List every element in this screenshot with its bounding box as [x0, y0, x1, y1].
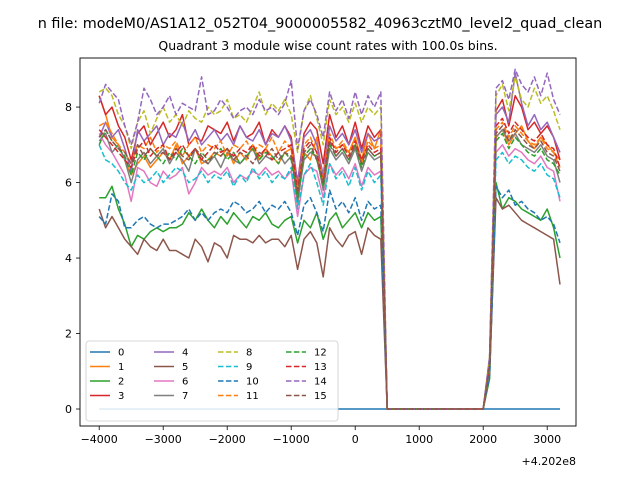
legend-frame [85, 340, 339, 422]
legend-label-13: 13 [314, 362, 327, 373]
x-tick-label: 1000 [405, 433, 433, 446]
legend-label-2: 2 [118, 377, 124, 388]
x-axis: −4000 −3000 −2000 −1000 0 1000 2000 3000 [81, 426, 561, 446]
x-tick-label: −3000 [145, 433, 182, 446]
legend-label-1: 1 [118, 362, 124, 373]
x-offset-label: +4.202e8 [522, 455, 576, 468]
legend-label-5: 5 [182, 362, 188, 373]
legend-label-10: 10 [246, 377, 259, 388]
x-tick-label: −1000 [273, 433, 310, 446]
legend-label-11: 11 [246, 391, 259, 402]
y-tick-label: 8 [65, 101, 72, 114]
x-tick-label: −4000 [81, 433, 118, 446]
series-line-15 [98, 125, 561, 410]
y-axis: 0 2 4 6 8 [65, 101, 80, 416]
legend-label-4: 4 [182, 348, 188, 359]
chart-title: Quadrant 3 module wise count rates with … [158, 38, 497, 53]
legend-label-14: 14 [314, 377, 327, 388]
legend-label-3: 3 [118, 391, 124, 402]
y-tick-label: 0 [65, 403, 72, 416]
legend-label-7: 7 [182, 391, 188, 402]
legend-label-12: 12 [314, 348, 327, 359]
y-tick-label: 6 [65, 177, 72, 190]
x-tick-label: 2000 [469, 433, 497, 446]
legend-label-6: 6 [182, 377, 188, 388]
legend-label-0: 0 [118, 348, 124, 359]
legend-label-15: 15 [314, 391, 327, 402]
y-tick-label: 2 [65, 328, 72, 341]
x-tick-label: 3000 [533, 433, 561, 446]
y-tick-label: 4 [65, 252, 72, 265]
legend-label-9: 9 [246, 362, 252, 373]
series-layer [98, 68, 561, 410]
plot-frame [79, 57, 577, 427]
figure-suptitle: n file: modeM0/AS1A12_052T04_9000005582_… [38, 16, 603, 32]
legend-label-8: 8 [246, 348, 252, 359]
x-tick-label: −2000 [209, 433, 246, 446]
x-tick-label: 0 [352, 433, 359, 446]
